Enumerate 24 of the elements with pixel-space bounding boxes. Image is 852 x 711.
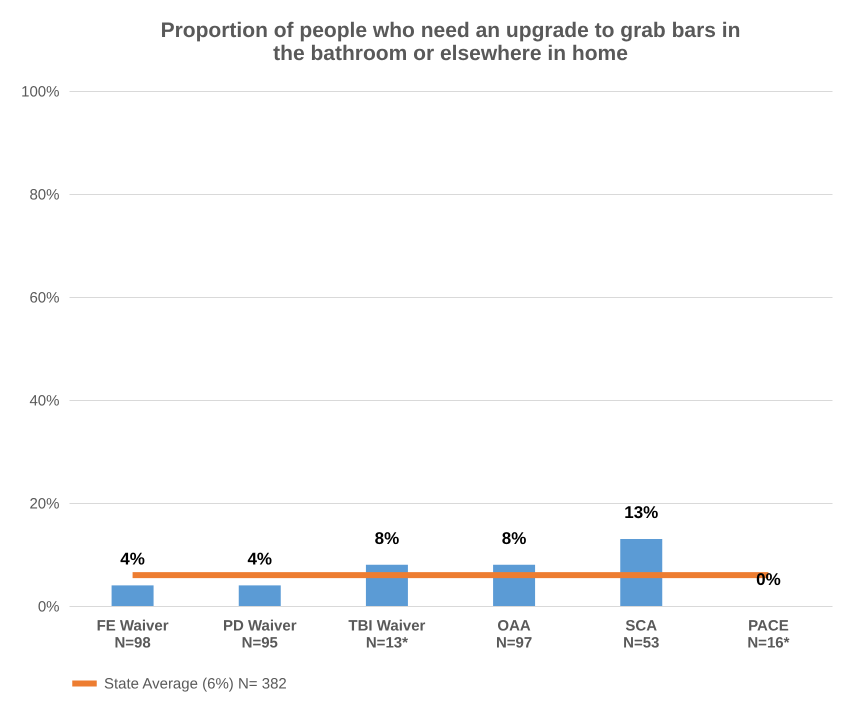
bar xyxy=(112,585,154,606)
y-tick-label: 20% xyxy=(29,496,60,512)
bar xyxy=(620,539,662,606)
data-label: 8% xyxy=(374,528,400,548)
bar xyxy=(238,585,281,606)
x-tick-label: SCA N=53 xyxy=(623,618,660,652)
x-tick-label: TBI Waiver N=13* xyxy=(348,618,426,652)
y-tick-label: 60% xyxy=(29,290,60,306)
y-tick-label: 100% xyxy=(21,84,60,100)
data-label: 13% xyxy=(624,503,658,522)
x-tick-label: FE Waiver N=98 xyxy=(96,618,169,652)
text: Proportion of people who need an upgrade to grab bars in xyxy=(160,19,740,42)
y-tick-label: 0% xyxy=(38,598,60,616)
data-label: 4% xyxy=(247,549,272,568)
y-tick-label: 40% xyxy=(29,392,60,410)
y-tick-label: 80% xyxy=(29,186,60,204)
data-label: 8% xyxy=(502,528,526,548)
x-tick-label: OAA N=97 xyxy=(496,618,532,652)
data-label: 4% xyxy=(120,549,145,568)
data-label: 0% xyxy=(756,570,781,589)
text: the bathroom or elsewhere in home xyxy=(273,42,628,65)
x-tick-label: PACE N=16* xyxy=(747,618,790,652)
legend-label: State Average (6%) N= 382 xyxy=(104,676,287,692)
x-tick-label: PD Waiver N=95 xyxy=(222,618,297,652)
